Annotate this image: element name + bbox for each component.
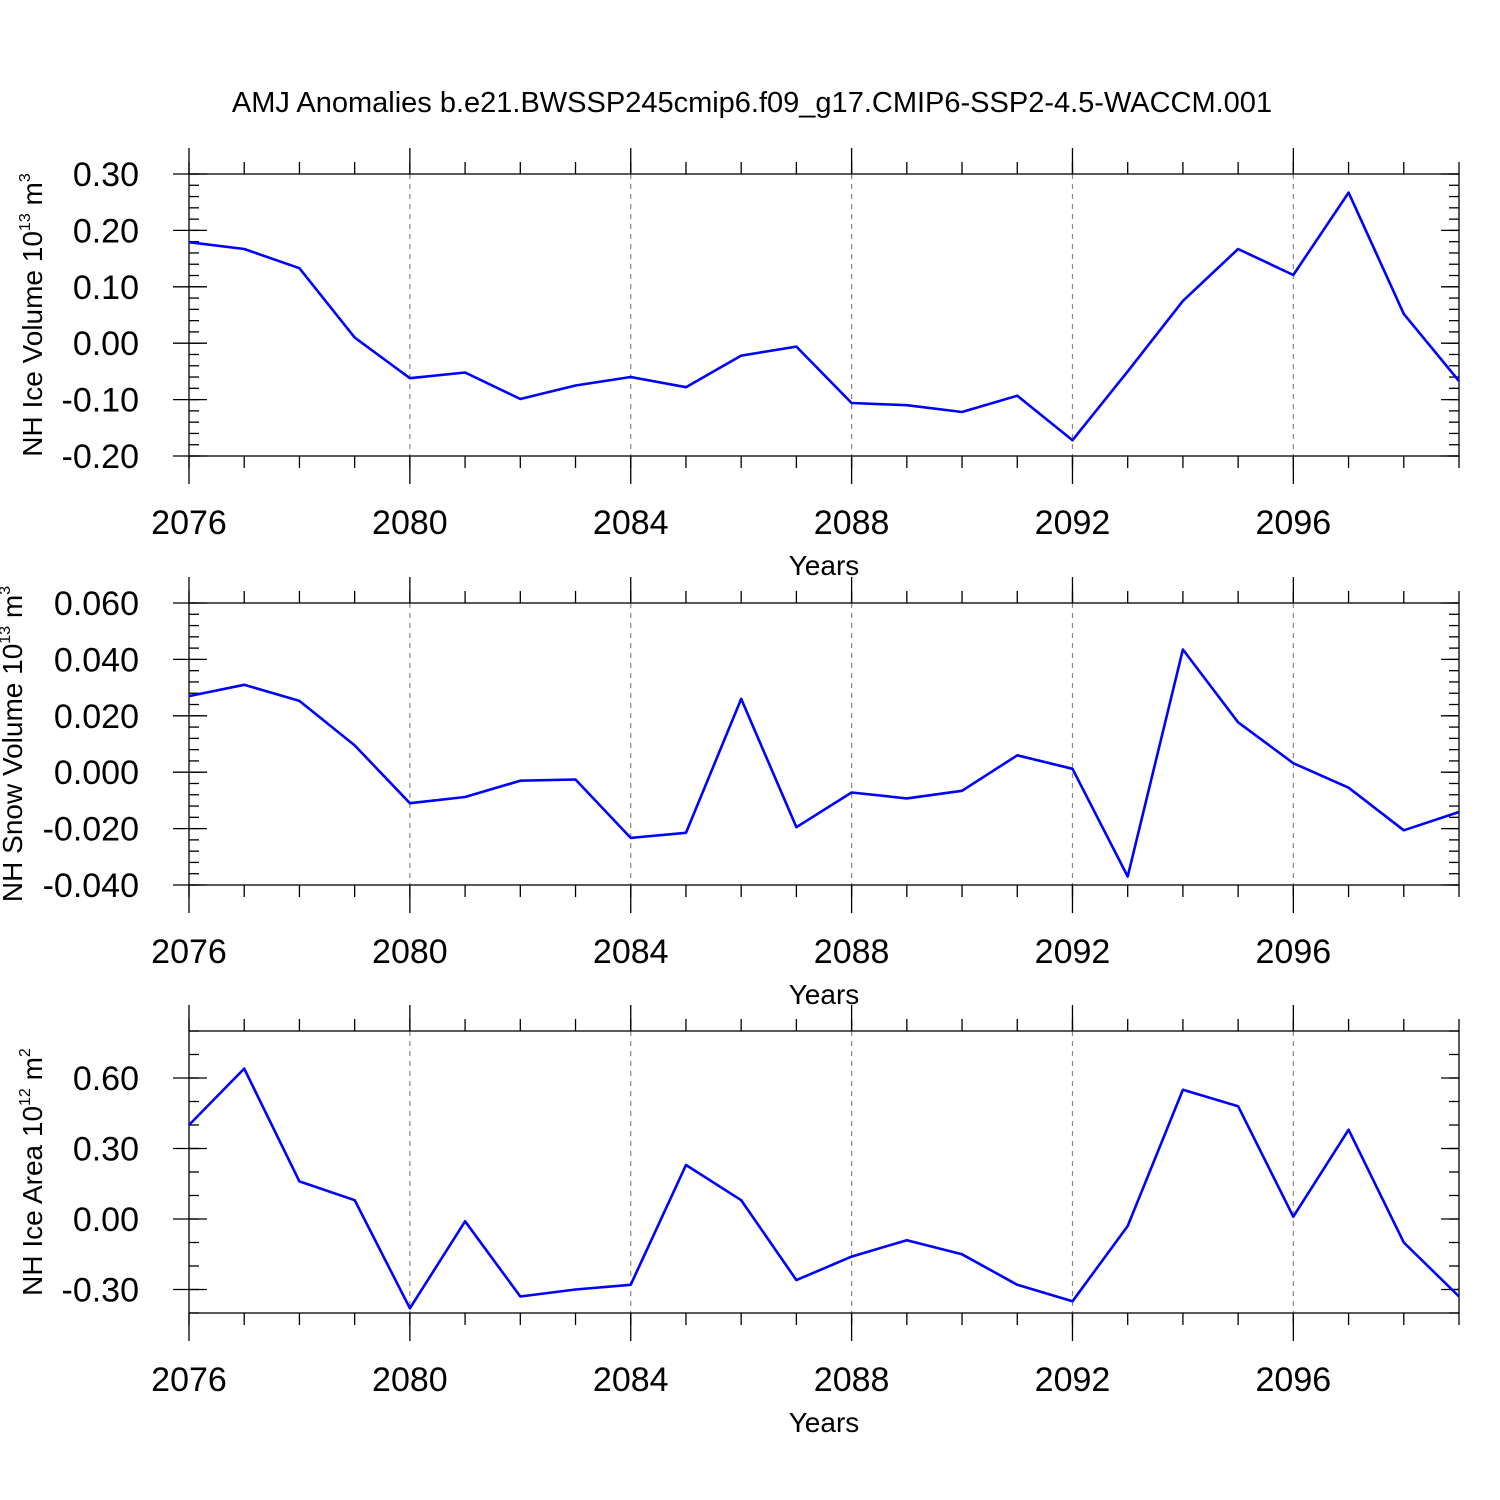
plot-frame bbox=[188, 602, 1460, 886]
series-line-ice-area bbox=[188, 1067, 1460, 1310]
y-axis-label-exponent: 12 bbox=[17, 1088, 34, 1106]
x-tick-label: 2084 bbox=[593, 504, 669, 542]
x-tick-label: 2080 bbox=[372, 933, 448, 971]
y-tick-label: -0.040 bbox=[43, 867, 139, 905]
panel-ice-area: -0.30 0.00 0.30 0.60 2076 2080 2084 2088 2092 209… bbox=[17, 1005, 1460, 1438]
x-tick-label: 2096 bbox=[1256, 933, 1332, 971]
y-tick-label: -0.10 bbox=[62, 382, 140, 420]
y-tick-label: 0.30 bbox=[73, 1131, 139, 1169]
x-tick-label: 2096 bbox=[1256, 504, 1332, 542]
y-tick-label: -0.30 bbox=[62, 1272, 140, 1310]
x-tick-label: 2076 bbox=[151, 504, 227, 542]
x-tick-label: 2080 bbox=[372, 504, 448, 542]
x-tick-label: 2092 bbox=[1035, 933, 1111, 971]
y-tick-label: 0.60 bbox=[73, 1060, 139, 1098]
y-tick-label: 0.040 bbox=[54, 641, 139, 679]
x-tick-label: 2076 bbox=[151, 933, 227, 971]
x-tick-label: 2092 bbox=[1035, 504, 1111, 542]
y-tick-label: 0.00 bbox=[73, 1201, 139, 1239]
y-axis-label-unit: m bbox=[0, 595, 28, 626]
y-axis-label-main: NH Ice Volume 10 bbox=[17, 231, 48, 457]
y-axis-label-unit: m bbox=[17, 182, 48, 213]
x-tick-label: 2080 bbox=[372, 1361, 448, 1399]
x-tick-label: 2084 bbox=[593, 1361, 669, 1399]
y-axis-label-unit: m bbox=[17, 1057, 48, 1088]
y-tick-label: -0.020 bbox=[43, 811, 139, 849]
plot-frame bbox=[188, 1030, 1460, 1314]
x-axis-label: Years bbox=[789, 979, 860, 1010]
y-axis-label-main: NH Snow Volume 10 bbox=[0, 644, 28, 902]
y-tick-label: 0.060 bbox=[54, 585, 139, 623]
y-tick-label: 0.10 bbox=[73, 269, 139, 307]
plot-frame bbox=[188, 173, 1460, 457]
series-line-ice-volume bbox=[188, 191, 1461, 442]
panel-snow-volume: -0.040 -0.020 0.000 0.020 0.040 0.060 2076 2080… bbox=[0, 577, 1460, 1010]
y-tick-label: -0.20 bbox=[62, 438, 140, 476]
x-tick-label: 2088 bbox=[814, 1361, 890, 1399]
y-axis-label-exponent: 13 bbox=[0, 626, 14, 644]
x-tick-label: 2092 bbox=[1035, 1361, 1111, 1399]
series-line-snow-volume bbox=[188, 648, 1460, 878]
panel-ice-volume: -0.20 -0.10 0.00 0.10 0.20 0.30 2076 2080 2084 20… bbox=[17, 148, 1461, 581]
y-axis-label: NH Snow Volume 1013 m3 bbox=[0, 586, 28, 902]
y-tick-label: 0.20 bbox=[73, 212, 139, 250]
x-tick-label: 2096 bbox=[1256, 1361, 1332, 1399]
x-axis-label: Years bbox=[789, 550, 860, 581]
x-tick-label: 2076 bbox=[151, 1361, 227, 1399]
y-axis-label-exponent: 13 bbox=[17, 213, 34, 231]
y-axis-label-main: NH Ice Area 10 bbox=[17, 1106, 48, 1296]
x-tick-label: 2088 bbox=[814, 504, 890, 542]
y-axis-label-unit-exponent: 3 bbox=[0, 586, 14, 595]
y-tick-label: 0.30 bbox=[73, 156, 139, 194]
y-tick-label: 0.000 bbox=[54, 754, 139, 792]
x-tick-label: 2088 bbox=[814, 933, 890, 971]
y-axis-label: NH Ice Area 1012 m2 bbox=[17, 1048, 48, 1296]
chart-title: AMJ Anomalies b.e21.BWSSP245cmip6.f09_g1… bbox=[232, 87, 1272, 119]
y-axis-label: NH Ice Volume 1013 m3 bbox=[17, 173, 48, 457]
y-tick-label: 0.020 bbox=[54, 698, 139, 736]
x-axis-label: Years bbox=[789, 1407, 860, 1438]
x-tick-label: 2084 bbox=[593, 933, 669, 971]
y-axis-label-unit-exponent: 2 bbox=[17, 1048, 34, 1057]
y-axis-label-unit-exponent: 3 bbox=[17, 173, 34, 182]
y-tick-label: 0.00 bbox=[73, 325, 139, 363]
